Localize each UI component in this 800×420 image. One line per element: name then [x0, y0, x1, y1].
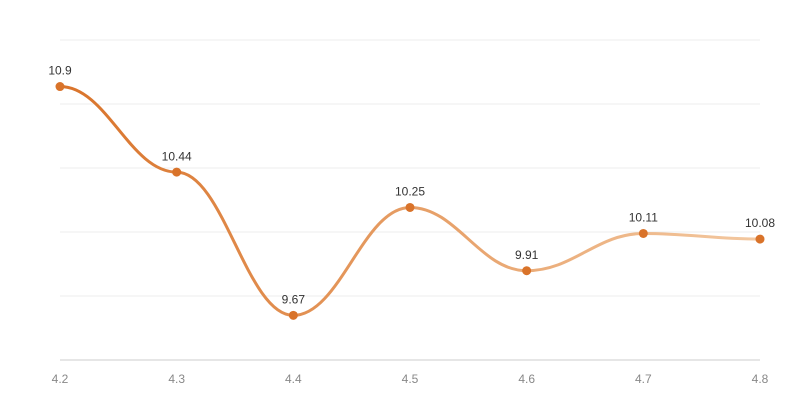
x-tick-label: 4.7: [635, 372, 652, 386]
data-label: 10.11: [629, 211, 658, 225]
point: [638, 228, 648, 238]
x-tick-label: 4.6: [518, 372, 535, 386]
data-label: 9.91: [515, 248, 539, 262]
point: [755, 234, 765, 244]
point: [405, 202, 415, 212]
x-tick-label: 4.3: [168, 372, 185, 386]
x-tick-label: 4.5: [402, 372, 419, 386]
x-tick-label: 4.8: [752, 372, 769, 386]
point: [55, 82, 65, 92]
data-label: 10.9: [48, 64, 72, 78]
data-label: 10.44: [162, 149, 192, 163]
data-label: 10.25: [395, 185, 425, 199]
data-label: 10.08: [745, 216, 775, 230]
data-label: 9.67: [282, 293, 306, 307]
point: [172, 167, 182, 177]
x-tick-label: 4.2: [52, 372, 69, 386]
point: [522, 266, 532, 276]
point: [288, 310, 298, 320]
line: [59, 85, 761, 317]
x-tick-label: 4.4: [285, 372, 302, 386]
